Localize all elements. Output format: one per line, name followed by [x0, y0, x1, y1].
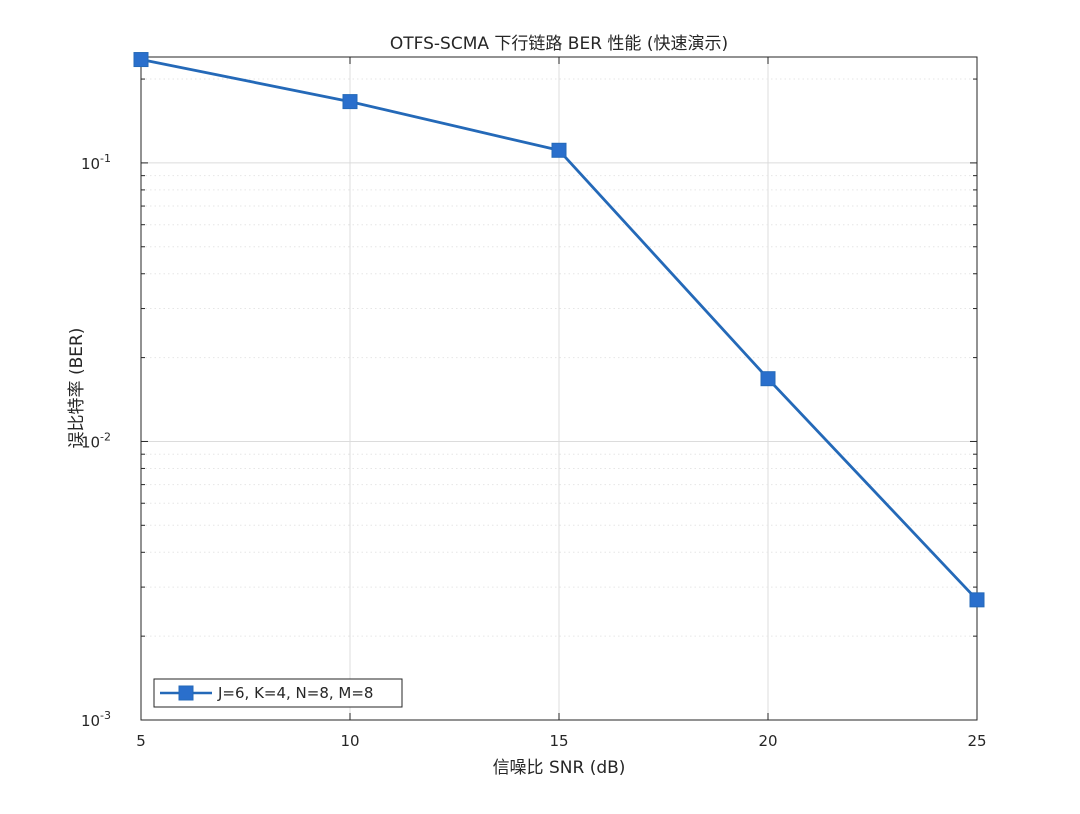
y-tick-label: 10-1 — [81, 152, 111, 173]
legend-label: J=6, K=4, N=8, M=8 — [217, 684, 373, 702]
grid-layer — [141, 57, 977, 720]
series-layer — [133, 52, 985, 608]
y-axis-title: 误比特率 (BER) — [67, 328, 87, 449]
x-axis-title: 信噪比 SNR (dB) — [493, 758, 626, 778]
y-tick-exponent: -1 — [100, 152, 111, 165]
x-tick-label: 15 — [549, 732, 568, 750]
x-tick-label: 20 — [758, 732, 777, 750]
data-point-marker — [342, 94, 358, 110]
legend: J=6, K=4, N=8, M=8 — [153, 678, 403, 708]
data-point-marker — [760, 371, 776, 387]
data-point-marker — [133, 52, 149, 68]
chart-title: OTFS-SCMA 下行链路 BER 性能 (快速演示) — [390, 34, 728, 54]
x-tick-label: 10 — [340, 732, 359, 750]
y-tick-exponent: -3 — [100, 709, 111, 722]
x-tick-label: 5 — [136, 732, 146, 750]
legend-marker-sample — [178, 685, 194, 701]
y-tick-exponent: -2 — [100, 430, 111, 443]
data-point-marker — [551, 142, 567, 158]
y-tick-label: 10-3 — [81, 709, 111, 730]
data-point-marker — [969, 592, 985, 608]
x-tick-label: 25 — [967, 732, 986, 750]
